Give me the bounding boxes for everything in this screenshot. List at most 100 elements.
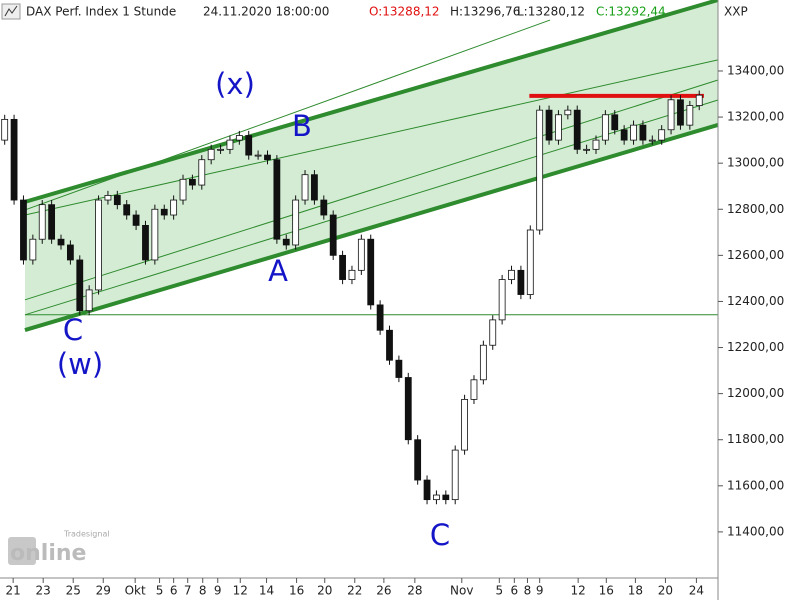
candle-body (282, 238, 290, 246)
y-tick-label: 11800,00 (727, 432, 784, 446)
quote-low: L:13280,12 (517, 5, 585, 19)
candle-body (29, 238, 37, 261)
candle-body (376, 304, 384, 331)
candle-body (536, 109, 544, 231)
candle-body (573, 109, 581, 150)
candle-body (95, 199, 102, 291)
candle-body (423, 479, 431, 501)
x-tick-label: 5 (156, 584, 164, 598)
candle-body (470, 379, 478, 400)
x-tick-label: 28 (407, 584, 422, 598)
y-tick-label: 12000,00 (727, 386, 784, 400)
candle-body (104, 195, 112, 201)
x-tick-label: 8 (199, 584, 207, 598)
header-icon-glyph (4, 5, 18, 17)
candle-body (489, 319, 497, 346)
candle-body (433, 494, 440, 501)
candle-body (329, 214, 337, 256)
candle-body (132, 214, 140, 226)
x-tick-label: 20 (317, 584, 332, 598)
candle-body (113, 195, 121, 206)
x-tick-label: 16 (599, 584, 614, 598)
x-tick-label: Okt (125, 584, 146, 598)
candle-body (339, 254, 346, 280)
x-tick-label: 5 (495, 584, 503, 598)
x-tick-label: 9 (214, 584, 222, 598)
candle-body (217, 148, 224, 151)
x-tick-label: 22 (347, 584, 362, 598)
logo-box (8, 537, 36, 565)
x-tick-label: 6 (511, 584, 519, 598)
timestamp: 24.11.2020 18:00:00 (203, 5, 329, 19)
candle-body (395, 359, 403, 378)
y-tick-label: 12200,00 (727, 340, 784, 354)
candle-body (442, 494, 450, 501)
x-tick-label: 23 (36, 584, 51, 598)
candle-body (10, 118, 18, 201)
candle-body (639, 124, 647, 141)
candle-body (498, 279, 506, 321)
candle-body (592, 139, 600, 150)
candle-body (151, 208, 159, 261)
candle-body (66, 244, 74, 261)
x-tick-label: 20 (658, 584, 673, 598)
candle-body (367, 238, 375, 306)
channel-fill (24, 0, 718, 331)
x-tick-label: 7 (184, 584, 192, 598)
candle-body (620, 129, 628, 141)
candle-body (545, 109, 553, 141)
candle-body (123, 204, 131, 216)
candle-body (245, 135, 253, 156)
candle-body (508, 269, 515, 280)
candle-body (76, 259, 84, 312)
y-tick-label: 13400,00 (727, 63, 784, 77)
y-tick-label: 12600,00 (727, 248, 784, 262)
quote-open: O:13288,12 (369, 5, 440, 19)
candle-body (189, 178, 196, 186)
x-tick-label: 26 (376, 584, 391, 598)
wave-label: (x) (215, 67, 255, 101)
candle-body (386, 329, 393, 361)
candle-body (57, 238, 65, 246)
wave-label: A (268, 254, 288, 288)
wave-label: (w) (57, 347, 103, 381)
x-tick-label: 21 (5, 584, 20, 598)
candle-body (414, 439, 422, 481)
candle-body (48, 204, 56, 240)
candle-body (648, 139, 656, 142)
candle-body (677, 99, 684, 126)
x-tick-label: Nov (450, 584, 473, 598)
candle-body (555, 114, 562, 141)
wave-label: C (63, 313, 83, 347)
y-tick-label: 12800,00 (727, 202, 784, 216)
candle-body (320, 199, 328, 216)
wave-label: C (430, 518, 450, 552)
x-tick-label: 16 (289, 584, 304, 598)
candle-body (461, 398, 468, 451)
candle-body (630, 124, 637, 141)
candle-body (301, 174, 309, 201)
x-tick-label: 18 (628, 584, 643, 598)
x-tick-label: 24 (689, 584, 704, 598)
x-tick-label: 14 (259, 584, 274, 598)
candle-body (526, 229, 534, 295)
x-tick-label: 12 (233, 584, 248, 598)
x-tick-label: 6 (170, 584, 178, 598)
candle-body (273, 159, 281, 240)
candle-body (160, 208, 168, 216)
symbol: XXP (724, 5, 748, 19)
trendline (24, 122, 719, 332)
candle-body (479, 344, 487, 381)
candle-body (235, 135, 243, 141)
candle-body (695, 94, 703, 106)
trendline (24, 59, 719, 216)
chart-title: DAX Perf. Index 1 Stunde (26, 5, 176, 19)
plot-area (1, 0, 719, 505)
candle-body (686, 105, 694, 126)
candle-body (264, 154, 271, 161)
x-tick-label: 9 (536, 584, 544, 598)
candle-body (611, 114, 619, 131)
candle-body (198, 159, 206, 186)
